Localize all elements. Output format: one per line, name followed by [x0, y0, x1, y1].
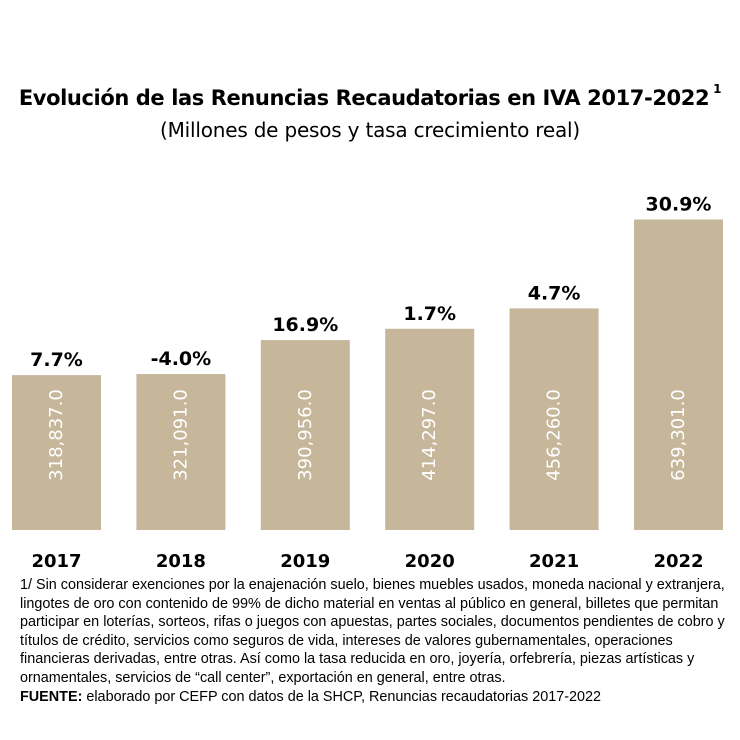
- source-label: FUENTE:: [20, 688, 83, 705]
- value-label-2021: 456,260.0: [544, 389, 565, 481]
- bar-2022: [634, 219, 723, 530]
- value-label-2020: 414,297.0: [419, 389, 440, 481]
- footnote: 1/ Sin considerar exenciones por la enaj…: [20, 577, 725, 686]
- source-line: FUENTE: elaborado por CEFP con datos de …: [20, 688, 730, 707]
- growth-label-2020: 1.7%: [403, 303, 456, 325]
- bar-2021: [509, 308, 599, 530]
- growth-label-2018: -4.0%: [151, 348, 212, 370]
- growth-label-2022: 30.9%: [646, 193, 712, 215]
- source-text: elaborado por CEFP con datos de la SHCP,…: [86, 688, 602, 705]
- chart-title: Evolución de las Renuncias Recaudatorias…: [0, 82, 740, 110]
- x-tick-2019: 2019: [280, 551, 330, 572]
- bar-2019: [260, 340, 350, 530]
- growth-label-2021: 4.7%: [528, 282, 581, 304]
- x-tick-2018: 2018: [156, 551, 206, 572]
- chart-title-text: Evolución de las Renuncias Recaudatorias…: [18, 86, 710, 110]
- chart-subtitle: (Millones de pesos y tasa crecimiento re…: [159, 118, 581, 142]
- growth-label-2019: 16.9%: [272, 314, 338, 336]
- title-note-marker: 1: [713, 82, 722, 96]
- bar-2018: [136, 374, 226, 530]
- value-label-2022: 639,301.0: [668, 389, 689, 481]
- bar-chart: 7.7% 318,837.0 2017 -4.0% 321,091.0 2018 16.9%…: [12, 193, 723, 572]
- value-label-2017: 318,837.0: [46, 389, 67, 481]
- bar-2017: [12, 375, 101, 530]
- x-tick-2021: 2021: [529, 551, 579, 572]
- x-tick-2020: 2020: [405, 551, 455, 572]
- notes-block: 1/ Sin considerar exenciones por la enaj…: [20, 576, 730, 706]
- bar-2020: [385, 328, 475, 530]
- x-tick-2022: 2022: [653, 551, 703, 572]
- value-label-2018: 321,091.0: [170, 389, 191, 481]
- growth-label-2017: 7.7%: [30, 349, 83, 371]
- x-tick-2017: 2017: [31, 551, 81, 572]
- value-label-2019: 390,956.0: [295, 389, 316, 481]
